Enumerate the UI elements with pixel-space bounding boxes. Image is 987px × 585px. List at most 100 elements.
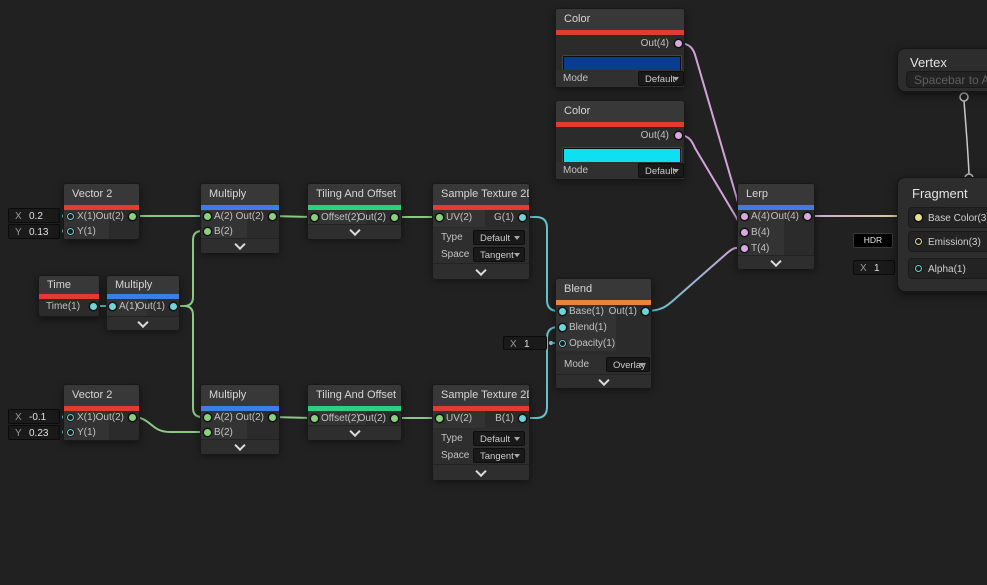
port-label: Y(1) [77, 226, 96, 237]
port-out2[interactable] [391, 415, 398, 422]
mode-dropdown[interactable]: Default [638, 163, 684, 178]
color-swatch[interactable] [563, 56, 681, 71]
node-multiply-top[interactable]: Multiply A(2) B(2) Out(2) [200, 183, 280, 253]
port-out2[interactable] [269, 414, 276, 421]
node-color-2[interactable]: Color Out(4) Mode Default [555, 100, 685, 179]
port-uv2[interactable] [436, 415, 443, 422]
wire-vector2bottom-multiplybottom-b[interactable] [131, 416, 205, 433]
space-dropdown[interactable]: Tangent [473, 247, 525, 262]
port-b4[interactable] [741, 229, 748, 236]
port-out2[interactable] [129, 414, 136, 421]
collapse-row[interactable] [107, 316, 179, 330]
port-uv2[interactable] [436, 214, 443, 221]
node-vertex[interactable]: Vertex Spacebar to Add [897, 48, 987, 92]
wire-samplebottom-blend-blend[interactable] [521, 326, 561, 419]
node-multiply-mid[interactable]: Multiply A(1) Out(1) [106, 275, 180, 330]
port-offset2[interactable] [311, 415, 318, 422]
port-x1[interactable] [67, 414, 74, 421]
mode-dropdown[interactable]: Overlay [606, 357, 650, 372]
wire-vertex-fragment [963, 100, 970, 175]
type-dropdown[interactable]: Default [473, 230, 525, 245]
node-title: Time [39, 276, 99, 294]
field-label: X [860, 263, 867, 274]
space-dropdown[interactable]: Tangent [473, 448, 525, 463]
node-fragment[interactable]: Fragment Base Color(3) Emission(3) Alpha… [897, 177, 987, 292]
node-lerp[interactable]: Lerp A(4) B(4) T(4) Out(4) [737, 183, 815, 269]
node-tiling-top[interactable]: Tiling And Offset Offset(2) Out(2) [307, 183, 402, 239]
port-y1[interactable] [67, 429, 74, 436]
y-value-field[interactable]: Y 0.23 [8, 425, 60, 440]
type-dropdown[interactable]: Default [473, 431, 525, 446]
color-swatch[interactable] [563, 148, 681, 163]
node-vector2-top[interactable]: Vector 2 X(1) Y(1) Out(2) [63, 183, 140, 240]
port-alpha1[interactable] [915, 265, 922, 272]
port-opacity1[interactable] [559, 340, 566, 347]
port-b1[interactable] [519, 415, 526, 422]
node-time[interactable]: Time Time(1) [38, 275, 100, 317]
collapse-row[interactable] [433, 263, 529, 279]
node-title: Color [556, 9, 684, 30]
port-label: UV(2) [446, 212, 473, 223]
x-value-field[interactable]: X 0.2 [8, 208, 60, 223]
collapse-row[interactable] [201, 238, 279, 253]
port-out2[interactable] [129, 213, 136, 220]
vertex-bottom-port[interactable] [959, 92, 969, 102]
port-b2[interactable] [204, 429, 211, 436]
fragment-row-emission[interactable]: Emission(3) [908, 231, 987, 252]
add-block-placeholder[interactable]: Spacebar to Add [906, 71, 987, 88]
collapse-row[interactable] [738, 255, 814, 269]
node-vector2-bottom[interactable]: Vector 2 X(1) Y(1) Out(2) [63, 384, 140, 441]
node-sample-texture-top[interactable]: Sample Texture 2D UV(2) G(1) Type Defaul… [432, 183, 530, 279]
port-out4[interactable] [675, 40, 682, 47]
alpha-value-field[interactable]: X 1 [853, 260, 895, 275]
port-a2[interactable] [204, 213, 211, 220]
x-value-field[interactable]: X -0.1 [8, 409, 60, 424]
wire-sampletop-blend-base[interactable] [521, 216, 561, 312]
port-a1[interactable] [109, 303, 116, 310]
node-blend[interactable]: Blend Base(1) Blend(1) Opacity(1) Out(1)… [555, 278, 652, 388]
collapse-row[interactable] [308, 224, 401, 239]
fragment-row-base-color[interactable]: Base Color(3) [908, 207, 987, 228]
port-out2[interactable] [391, 214, 398, 221]
port-b2[interactable] [204, 228, 211, 235]
port-out4[interactable] [804, 213, 811, 220]
port-label: Offset(2) [321, 413, 360, 424]
port-emission3[interactable] [915, 238, 922, 245]
port-time1[interactable] [90, 303, 97, 310]
type-label: Type [441, 433, 463, 444]
port-out2[interactable] [269, 213, 276, 220]
port-t4[interactable] [741, 245, 748, 252]
port-blend1[interactable] [559, 324, 566, 331]
collapse-row[interactable] [556, 374, 651, 388]
wire-multiplymid-multiplybottom-a[interactable] [172, 305, 205, 418]
port-offset2[interactable] [311, 214, 318, 221]
node-multiply-bottom[interactable]: Multiply A(2) B(2) Out(2) [200, 384, 280, 454]
port-base1[interactable] [559, 308, 566, 315]
y-value-field[interactable]: Y 0.13 [8, 224, 60, 239]
field-value: 0.13 [29, 227, 49, 238]
port-a4[interactable] [741, 213, 748, 220]
port-y1[interactable] [67, 228, 74, 235]
wire-blend-lerp-t[interactable] [644, 246, 742, 312]
port-g1[interactable] [519, 214, 526, 221]
port-out1[interactable] [642, 308, 649, 315]
mode-dropdown[interactable]: Default [638, 71, 684, 86]
collapse-row[interactable] [308, 425, 401, 440]
port-base-color3[interactable] [915, 214, 922, 221]
port-a2[interactable] [204, 414, 211, 421]
node-color-1[interactable]: Color Out(4) Mode Default [555, 8, 685, 87]
opacity-value-field[interactable]: X 1 [503, 336, 547, 350]
accent-bar [556, 30, 684, 35]
node-sample-texture-bottom[interactable]: Sample Texture 2D UV(2) B(1) Type Defaul… [432, 384, 530, 480]
port-x1[interactable] [67, 213, 74, 220]
port-out4[interactable] [675, 132, 682, 139]
node-tiling-bottom[interactable]: Tiling And Offset Offset(2) Out(2) [307, 384, 402, 440]
collapse-row[interactable] [201, 439, 279, 454]
wire-color1-lerp-a[interactable] [677, 42, 742, 217]
hdr-badge[interactable]: HDR [853, 233, 893, 248]
mode-label: Mode [563, 73, 589, 84]
port-out1[interactable] [170, 303, 177, 310]
collapse-row[interactable] [433, 464, 529, 480]
fragment-row-alpha[interactable]: Alpha(1) [908, 258, 987, 279]
